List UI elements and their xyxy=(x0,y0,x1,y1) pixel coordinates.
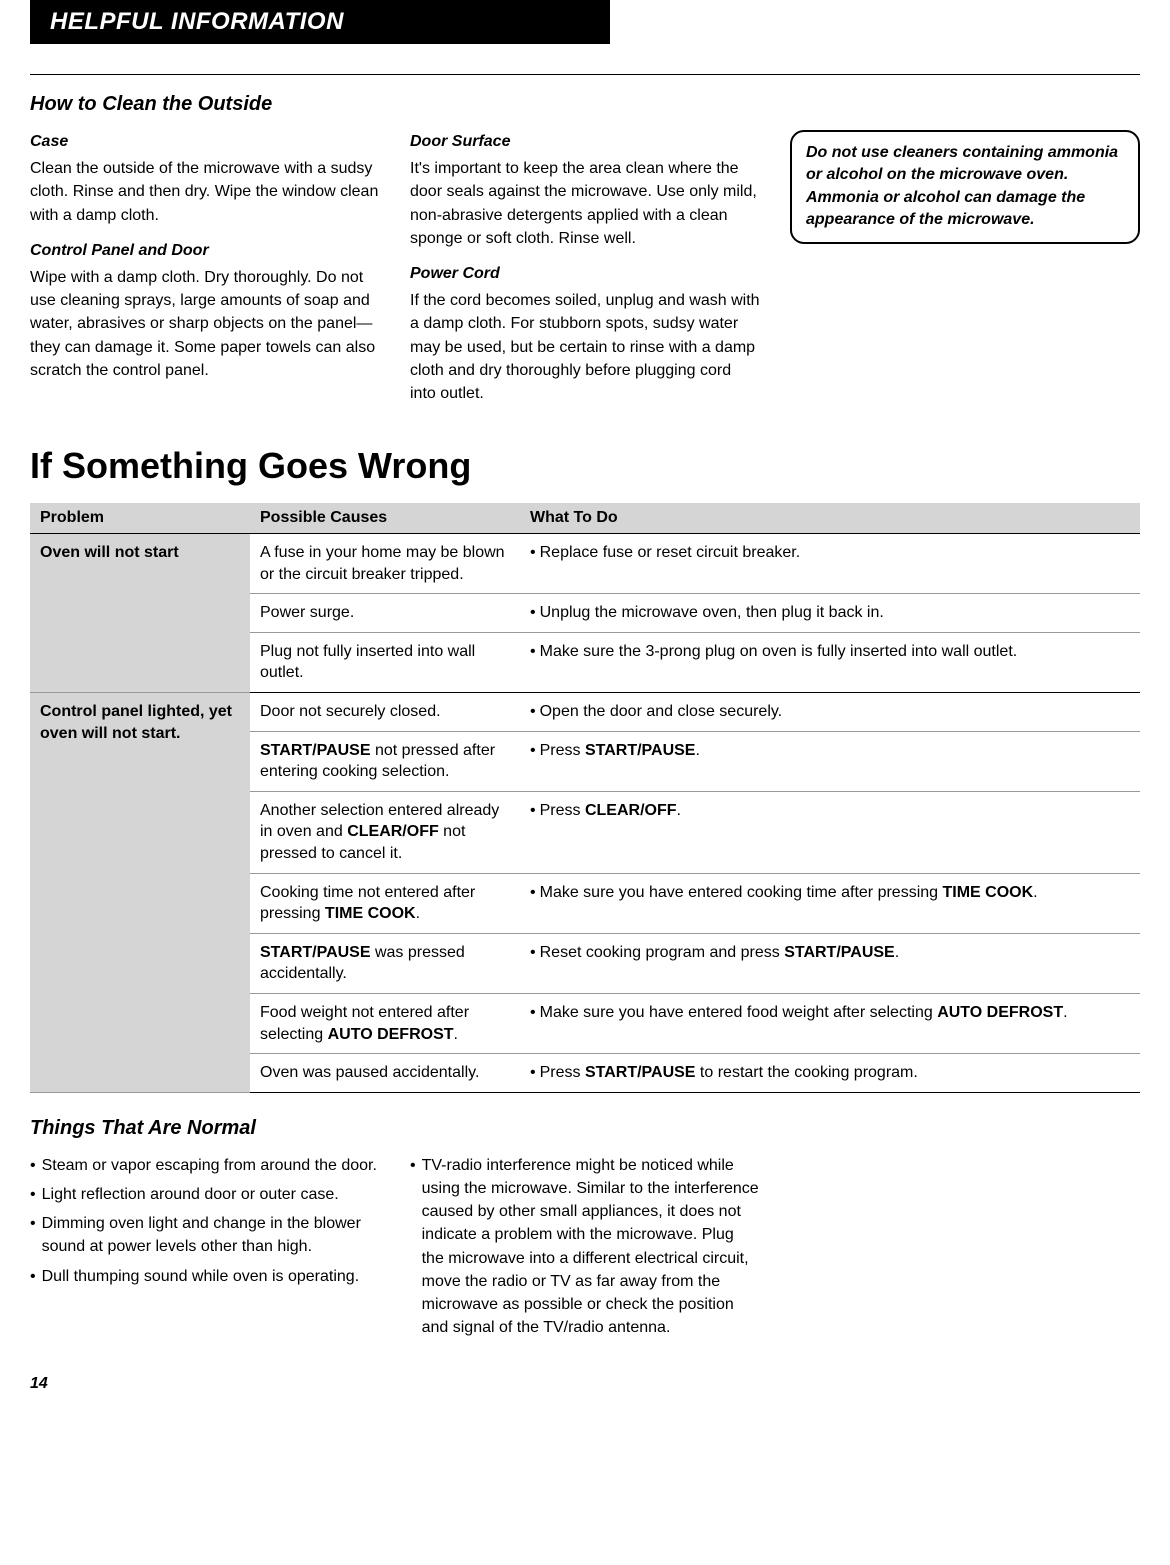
cause-cell: Food weight not entered after selecting … xyxy=(250,993,520,1053)
todo-text: to restart the cooking program. xyxy=(695,1064,917,1081)
troubleshoot-title: If Something Goes Wrong xyxy=(30,445,1140,487)
cause-cell: Door not securely closed. xyxy=(250,693,520,732)
item-text: Dull thumping sound while oven is operat… xyxy=(42,1265,360,1288)
todo-cell: •Press START/PAUSE. xyxy=(520,731,1140,791)
list-item: •Dull thumping sound while oven is opera… xyxy=(30,1265,380,1288)
bold-text: TIME COOK xyxy=(325,905,416,922)
todo-cell: •Make sure the 3-prong plug on oven is f… xyxy=(520,632,1140,692)
normal-title: Things That Are Normal xyxy=(30,1117,1140,1140)
todo-cell: •Press CLEAR/OFF. xyxy=(520,791,1140,873)
clean-col-3: Do not use cleaners containing ammonia o… xyxy=(790,130,1140,405)
todo-cell: •Make sure you have entered food weight … xyxy=(520,993,1140,1053)
clean-columns: Case Clean the outside of the microwave … xyxy=(30,130,1140,405)
cause-cell: Power surge. xyxy=(250,594,520,633)
todo-text: Make sure you have entered food weight a… xyxy=(540,1004,938,1021)
item-text: Dimming oven light and change in the blo… xyxy=(42,1212,380,1258)
cause-cell: START/PAUSE was pressed accidentally. xyxy=(250,933,520,993)
todo-cell: •Open the door and close securely. xyxy=(520,693,1140,732)
todo-text: Make sure the 3-prong plug on oven is fu… xyxy=(540,641,1018,663)
todo-cell: •Reset cooking program and press START/P… xyxy=(520,933,1140,993)
clean-title: How to Clean the Outside xyxy=(30,93,1140,116)
clean-col-2: Door Surface It's important to keep the … xyxy=(410,130,760,405)
todo-text: Press xyxy=(540,1064,585,1081)
cord-text: If the cord becomes soiled, unplug and w… xyxy=(410,289,760,405)
th-todo: What To Do xyxy=(520,503,1140,534)
list-item: •Steam or vapor escaping from around the… xyxy=(30,1154,380,1177)
header-bar: HELPFUL INFORMATION xyxy=(30,0,610,44)
normal-col-2: •TV-radio interference might be noticed … xyxy=(410,1154,760,1346)
normal-columns: •Steam or vapor escaping from around the… xyxy=(30,1154,1140,1346)
list-item: •Dimming oven light and change in the bl… xyxy=(30,1212,380,1258)
th-causes: Possible Causes xyxy=(250,503,520,534)
item-text: Light reflection around door or outer ca… xyxy=(42,1183,339,1206)
todo-text: Open the door and close securely. xyxy=(540,701,783,723)
door-heading: Door Surface xyxy=(410,130,760,153)
bold-text: TIME COOK xyxy=(943,884,1034,901)
todo-text: Reset cooking program and press xyxy=(540,944,785,961)
table-row: Oven will not start A fuse in your home … xyxy=(30,534,1140,594)
bold-text: START/PAUSE xyxy=(784,944,895,961)
normal-col-3 xyxy=(790,1154,1140,1346)
item-text: TV-radio interference might be noticed w… xyxy=(422,1154,760,1340)
todo-cell: •Replace fuse or reset circuit breaker. xyxy=(520,534,1140,594)
list-item: •Light reflection around door or outer c… xyxy=(30,1183,380,1206)
bold-text: CLEAR/OFF xyxy=(585,802,677,819)
panel-heading: Control Panel and Door xyxy=(30,239,380,262)
troubleshoot-table: Problem Possible Causes What To Do Oven … xyxy=(30,503,1140,1093)
bold-text: AUTO DEFROST xyxy=(328,1026,454,1043)
bold-text: START/PAUSE xyxy=(260,742,371,759)
todo-text: Make sure you have entered cooking time … xyxy=(540,884,943,901)
normal-col-1: •Steam or vapor escaping from around the… xyxy=(30,1154,380,1346)
todo-cell: •Make sure you have entered cooking time… xyxy=(520,873,1140,933)
case-text: Clean the outside of the microwave with … xyxy=(30,157,380,227)
todo-text: Replace fuse or reset circuit breaker. xyxy=(540,542,801,564)
item-text: Steam or vapor escaping from around the … xyxy=(42,1154,377,1177)
table-row: Control panel lighted, yet oven will not… xyxy=(30,693,1140,732)
cause-cell: Cooking time not entered after pressing … xyxy=(250,873,520,933)
todo-text: Press xyxy=(540,802,585,819)
case-heading: Case xyxy=(30,130,380,153)
todo-cell: •Unplug the microwave oven, then plug it… xyxy=(520,594,1140,633)
cause-cell: Another selection entered already in ove… xyxy=(250,791,520,873)
todo-text: Press xyxy=(540,742,585,759)
todo-cell: •Press START/PAUSE to restart the cookin… xyxy=(520,1054,1140,1093)
cause-cell: Oven was paused accidentally. xyxy=(250,1054,520,1093)
cause-cell: A fuse in your home may be blown or the … xyxy=(250,534,520,594)
bold-text: CLEAR/OFF xyxy=(347,823,439,840)
cord-heading: Power Cord xyxy=(410,262,760,285)
clean-col-1: Case Clean the outside of the microwave … xyxy=(30,130,380,405)
bold-text: AUTO DEFROST xyxy=(937,1004,1063,1021)
todo-text: Unplug the microwave oven, then plug it … xyxy=(540,602,884,624)
page-number: 14 xyxy=(30,1375,1140,1393)
door-text: It's important to keep the area clean wh… xyxy=(410,157,760,250)
th-problem: Problem xyxy=(30,503,250,534)
bold-text: START/PAUSE xyxy=(585,1064,696,1081)
list-item: •TV-radio interference might be noticed … xyxy=(410,1154,760,1340)
bold-text: START/PAUSE xyxy=(585,742,696,759)
problem-cell: Control panel lighted, yet oven will not… xyxy=(30,693,250,1093)
bold-text: START/PAUSE xyxy=(260,944,371,961)
panel-text: Wipe with a damp cloth. Dry thoroughly. … xyxy=(30,266,380,382)
problem-cell: Oven will not start xyxy=(30,534,250,693)
cause-cell: START/PAUSE not pressed after entering c… xyxy=(250,731,520,791)
divider xyxy=(30,74,1140,75)
cause-cell: Plug not fully inserted into wall outlet… xyxy=(250,632,520,692)
warning-callout: Do not use cleaners containing ammonia o… xyxy=(790,130,1140,244)
